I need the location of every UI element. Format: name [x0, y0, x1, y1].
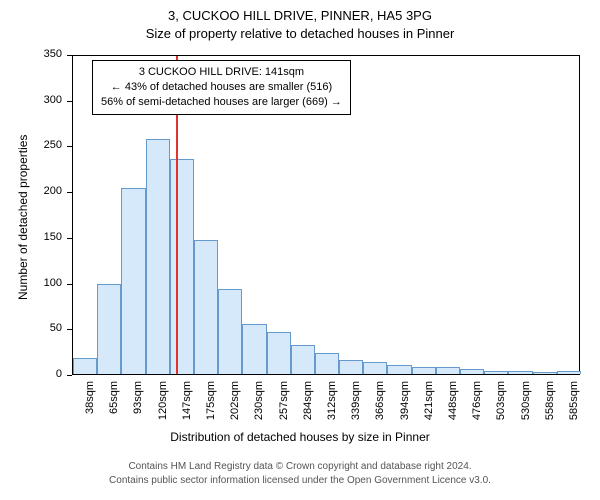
y-tick-mark	[67, 192, 72, 193]
x-tick-label: 476sqm	[471, 381, 483, 431]
histogram-bar	[121, 188, 145, 374]
x-tick-label: 558sqm	[544, 381, 556, 431]
chart-title-line1: 3, CUCKOO HILL DRIVE, PINNER, HA5 3PG	[0, 8, 600, 23]
footer-line2: Contains public sector information licen…	[109, 475, 491, 486]
x-tick-label: 530sqm	[520, 381, 532, 431]
y-tick-label: 250	[0, 139, 62, 151]
x-tick-label: 448sqm	[447, 381, 459, 431]
x-axis-label: Distribution of detached houses by size …	[0, 430, 600, 444]
x-tick-label: 93sqm	[132, 381, 144, 431]
histogram-bar	[339, 360, 363, 374]
x-tick-label: 147sqm	[181, 381, 193, 431]
y-tick-label: 0	[0, 368, 62, 380]
x-tick-label: 202sqm	[229, 381, 241, 431]
y-tick-mark	[67, 146, 72, 147]
histogram-bar	[218, 289, 242, 374]
x-tick-label: 421sqm	[423, 381, 435, 431]
y-axis-label: Number of detached properties	[16, 135, 30, 300]
annotation-line2: ← 43% of detached houses are smaller (51…	[111, 81, 332, 93]
annotation-box: 3 CUCKOO HILL DRIVE: 141sqm ← 43% of deta…	[92, 60, 351, 115]
histogram-bar	[97, 284, 121, 374]
x-tick-label: 339sqm	[350, 381, 362, 431]
x-tick-label: 120sqm	[157, 381, 169, 431]
y-tick-label: 150	[0, 231, 62, 243]
histogram-bar	[315, 353, 339, 374]
x-tick-label: 65sqm	[108, 381, 120, 431]
y-tick-label: 350	[0, 48, 62, 60]
histogram-chart: 3, CUCKOO HILL DRIVE, PINNER, HA5 3PG Si…	[0, 0, 600, 500]
annotation-line1: 3 CUCKOO HILL DRIVE: 141sqm	[139, 66, 304, 78]
histogram-bar	[508, 371, 532, 374]
histogram-bar	[533, 372, 557, 374]
x-tick-label: 230sqm	[253, 381, 265, 431]
histogram-bar	[267, 332, 291, 374]
histogram-bar	[436, 367, 460, 374]
y-tick-mark	[67, 101, 72, 102]
y-tick-mark	[67, 55, 72, 56]
x-tick-label: 257sqm	[278, 381, 290, 431]
y-tick-mark	[67, 375, 72, 376]
histogram-bar	[242, 324, 266, 374]
x-tick-label: 503sqm	[495, 381, 507, 431]
y-tick-label: 300	[0, 94, 62, 106]
footer-line1: Contains HM Land Registry data © Crown c…	[128, 461, 471, 472]
histogram-bar	[194, 240, 218, 374]
histogram-bar	[170, 159, 194, 374]
y-tick-mark	[67, 238, 72, 239]
histogram-bar	[412, 367, 436, 374]
histogram-bar	[73, 358, 97, 374]
x-tick-label: 585sqm	[568, 381, 580, 431]
chart-title-line2: Size of property relative to detached ho…	[0, 26, 600, 41]
y-tick-label: 200	[0, 185, 62, 197]
x-tick-label: 175sqm	[205, 381, 217, 431]
annotation-line3: 56% of semi-detached houses are larger (…	[101, 96, 342, 108]
y-tick-label: 100	[0, 277, 62, 289]
histogram-bar	[484, 371, 508, 374]
histogram-bar	[291, 345, 315, 374]
x-tick-label: 38sqm	[84, 381, 96, 431]
y-tick-label: 50	[0, 322, 62, 334]
x-tick-label: 394sqm	[399, 381, 411, 431]
histogram-bar	[557, 371, 581, 374]
y-tick-mark	[67, 284, 72, 285]
x-tick-label: 312sqm	[326, 381, 338, 431]
histogram-bar	[387, 365, 411, 374]
histogram-bar	[460, 369, 484, 374]
x-tick-label: 284sqm	[302, 381, 314, 431]
histogram-bar	[363, 362, 387, 374]
footer-attribution: Contains HM Land Registry data © Crown c…	[0, 460, 600, 487]
y-tick-mark	[67, 329, 72, 330]
x-tick-label: 366sqm	[374, 381, 386, 431]
histogram-bar	[146, 139, 170, 374]
